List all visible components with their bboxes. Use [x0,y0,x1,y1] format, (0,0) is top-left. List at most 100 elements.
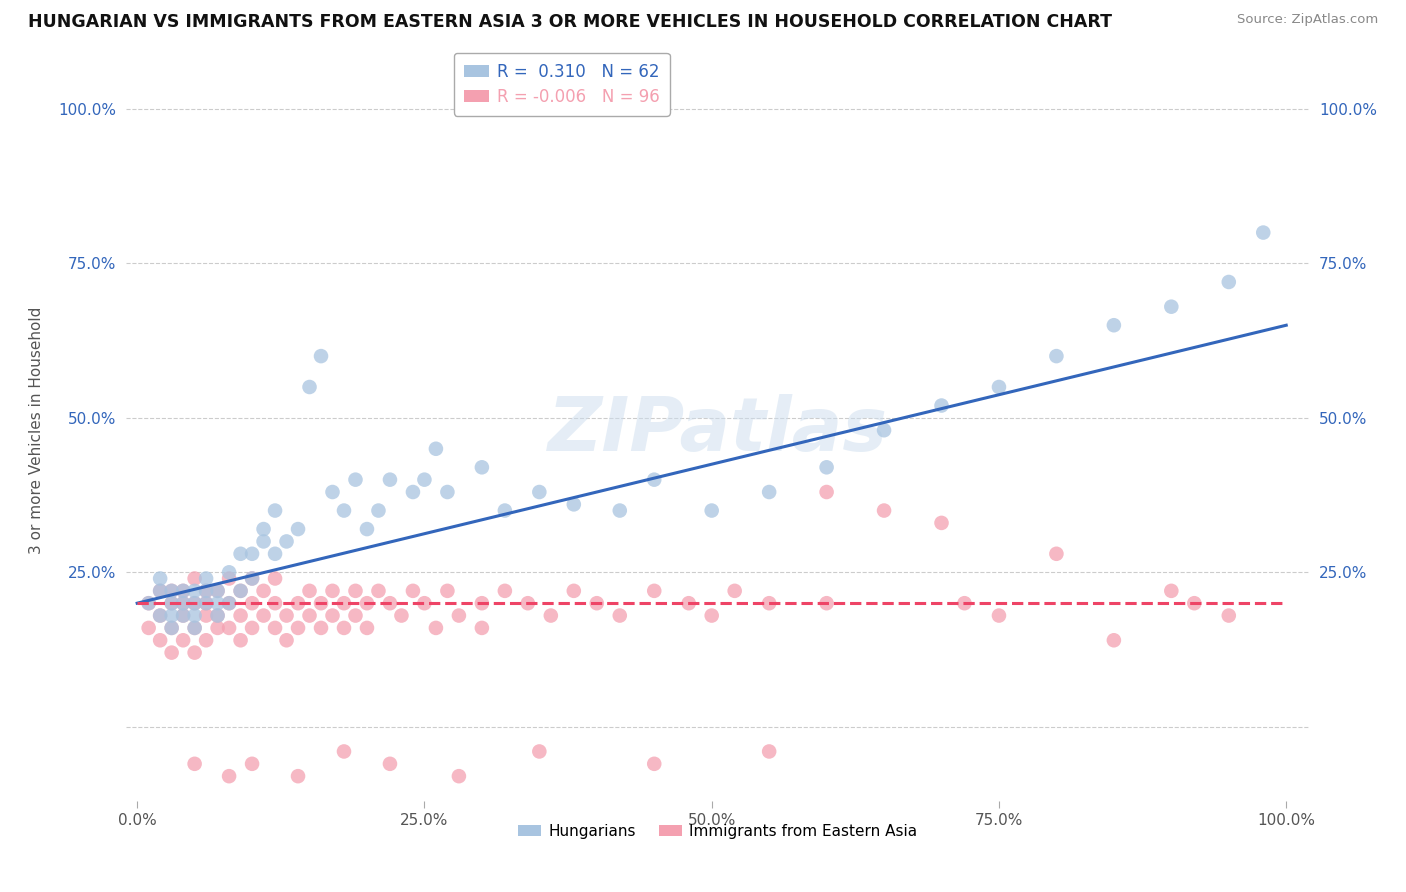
Point [1102,318,1125,333]
Point [700,503,723,517]
Point [609,608,631,623]
Point [172,596,194,610]
Point [138,621,160,635]
Point [287,596,309,610]
Point [172,633,194,648]
Point [149,583,172,598]
Point [333,503,356,517]
Point [447,608,470,623]
Point [287,522,309,536]
Point [172,608,194,623]
Point [138,596,160,610]
Point [264,503,287,517]
Point [195,596,218,610]
Point [183,583,205,598]
Point [183,596,205,610]
Text: ZIPatlas: ZIPatlas [547,393,887,467]
Point [172,596,194,610]
Point [160,596,183,610]
Point [183,596,205,610]
Point [402,583,425,598]
Point [240,547,263,561]
Point [540,608,562,623]
Point [321,583,343,598]
Point [344,473,367,487]
Point [988,608,1011,623]
Point [494,583,516,598]
Point [1102,633,1125,648]
Point [700,608,723,623]
Point [195,583,218,598]
Point [643,756,665,771]
Point [367,503,389,517]
Point [436,583,458,598]
Point [988,380,1011,394]
Point [1251,226,1274,240]
Point [425,442,447,456]
Point [264,547,287,561]
Point [264,572,287,586]
Point [149,572,172,586]
Point [195,608,218,623]
Point [207,621,229,635]
Point [183,621,205,635]
Point [183,646,205,660]
Point [298,608,321,623]
Point [276,633,298,648]
Point [321,608,343,623]
Point [160,583,183,598]
Point [207,583,229,598]
Point [240,572,263,586]
Point [356,621,378,635]
Point [333,744,356,758]
Point [724,583,747,598]
Point [309,596,332,610]
Point [609,503,631,517]
Point [218,596,240,610]
Point [240,756,263,771]
Point [309,621,332,635]
Point [378,596,401,610]
Point [562,583,585,598]
Point [402,485,425,500]
Point [229,633,252,648]
Point [195,572,218,586]
Point [1160,583,1182,598]
Point [183,621,205,635]
Point [252,608,274,623]
Point [1182,596,1205,610]
Point [276,608,298,623]
Point [562,497,585,511]
Point [195,583,218,598]
Point [240,596,263,610]
Point [471,621,494,635]
Legend: Hungarians, Immigrants from Eastern Asia: Hungarians, Immigrants from Eastern Asia [512,818,924,845]
Point [264,596,287,610]
Text: Source: ZipAtlas.com: Source: ZipAtlas.com [1237,13,1378,27]
Point [287,621,309,635]
Point [276,534,298,549]
Point [643,473,665,487]
Point [240,621,263,635]
Point [436,485,458,500]
Point [207,608,229,623]
Point [183,756,205,771]
Point [160,596,183,610]
Point [413,596,436,610]
Point [378,756,401,771]
Point [494,503,516,517]
Point [195,633,218,648]
Point [207,608,229,623]
Point [149,608,172,623]
Point [391,608,413,623]
Point [138,596,160,610]
Point [333,621,356,635]
Point [218,596,240,610]
Point [229,547,252,561]
Point [873,423,896,437]
Point [529,485,551,500]
Text: HUNGARIAN VS IMMIGRANTS FROM EASTERN ASIA 3 OR MORE VEHICLES IN HOUSEHOLD CORREL: HUNGARIAN VS IMMIGRANTS FROM EASTERN ASI… [28,13,1112,31]
Point [815,485,838,500]
Point [758,485,780,500]
Point [195,596,218,610]
